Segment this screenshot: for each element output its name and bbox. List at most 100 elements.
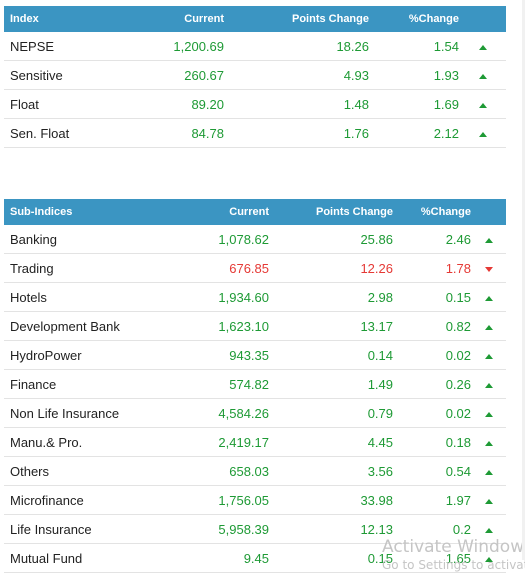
pct-change-value: 2.46 bbox=[393, 225, 471, 254]
current-value: 1,200.69 bbox=[124, 32, 224, 61]
table-row: Others 658.03 3.56 0.54 bbox=[4, 456, 506, 486]
trend-cell bbox=[459, 118, 506, 148]
current-value: 89.20 bbox=[124, 89, 224, 119]
index-table: Index Current Points Change %Change NEPS… bbox=[4, 6, 506, 148]
index-name: Trading bbox=[4, 253, 169, 283]
index-name: Float bbox=[4, 89, 124, 119]
trend-cell bbox=[471, 485, 506, 515]
pct-change-value: 1.69 bbox=[369, 89, 459, 119]
arrow-up-icon bbox=[484, 469, 493, 475]
trend-cell bbox=[459, 89, 506, 119]
index-name: Life Insurance bbox=[4, 514, 169, 544]
table-row: Float 89.20 1.48 1.69 bbox=[4, 89, 506, 119]
pct-change-value: 0.82 bbox=[393, 311, 471, 341]
table-row: Manu.& Pro. 2,419.17 4.45 0.18 bbox=[4, 427, 506, 457]
pct-change-value: 0.02 bbox=[393, 340, 471, 370]
current-value: 9.45 bbox=[169, 543, 269, 573]
current-value: 676.85 bbox=[169, 253, 269, 283]
sub-indices-table-body: Banking 1,078.62 25.86 2.46 Trading 676.85 12.… bbox=[4, 225, 506, 573]
trend-cell bbox=[459, 60, 506, 90]
index-name: Manu.& Pro. bbox=[4, 427, 169, 457]
arrow-up-icon bbox=[484, 498, 493, 504]
index-name: Sensitive bbox=[4, 60, 124, 90]
points-change-value: 1.48 bbox=[224, 89, 369, 119]
arrow-up-icon bbox=[484, 237, 493, 243]
points-change-value: 1.76 bbox=[224, 118, 369, 148]
arrow-up-icon bbox=[478, 44, 487, 50]
points-change-value: 2.98 bbox=[269, 282, 393, 312]
pct-change-value: 1.78 bbox=[393, 253, 471, 283]
index-name: Hotels bbox=[4, 282, 169, 312]
arrow-up-icon bbox=[484, 411, 493, 417]
index-name: Development Bank bbox=[4, 311, 169, 341]
points-change-value: 4.45 bbox=[269, 427, 393, 457]
points-change-value: 0.15 bbox=[269, 543, 393, 573]
pct-change-value: 0.54 bbox=[393, 456, 471, 486]
arrow-up-icon bbox=[484, 382, 493, 388]
header-arrow-spacer bbox=[471, 199, 506, 225]
trend-cell bbox=[471, 543, 506, 573]
header-points-change: Points Change bbox=[224, 6, 369, 32]
points-change-value: 12.26 bbox=[269, 253, 393, 283]
current-value: 1,934.60 bbox=[169, 282, 269, 312]
table-row: Development Bank 1,623.10 13.17 0.82 bbox=[4, 311, 506, 341]
arrow-up-icon bbox=[484, 295, 493, 301]
pct-change-value: 0.26 bbox=[393, 369, 471, 399]
arrow-up-icon bbox=[478, 102, 487, 108]
table-row: Sensitive 260.67 4.93 1.93 bbox=[4, 60, 506, 90]
header-current: Current bbox=[169, 199, 269, 225]
sub-indices-table: Sub-Indices Current Points Change %Chang… bbox=[4, 199, 506, 573]
points-change-value: 25.86 bbox=[269, 225, 393, 254]
index-name: Sen. Float bbox=[4, 118, 124, 148]
points-change-value: 18.26 bbox=[224, 32, 369, 61]
arrow-up-icon bbox=[484, 440, 493, 446]
table-row: Life Insurance 5,958.39 12.13 0.2 bbox=[4, 514, 506, 544]
trend-cell bbox=[459, 32, 506, 61]
current-value: 260.67 bbox=[124, 60, 224, 90]
points-change-value: 1.49 bbox=[269, 369, 393, 399]
header-points-change: Points Change bbox=[269, 199, 393, 225]
current-value: 1,623.10 bbox=[169, 311, 269, 341]
current-value: 5,958.39 bbox=[169, 514, 269, 544]
trend-cell bbox=[471, 369, 506, 399]
pct-change-value: 0.2 bbox=[393, 514, 471, 544]
table-row: HydroPower 943.35 0.14 0.02 bbox=[4, 340, 506, 370]
current-value: 84.78 bbox=[124, 118, 224, 148]
points-change-value: 12.13 bbox=[269, 514, 393, 544]
index-name: Non Life Insurance bbox=[4, 398, 169, 428]
pct-change-value: 1.65 bbox=[393, 543, 471, 573]
index-name: Microfinance bbox=[4, 485, 169, 515]
trend-cell bbox=[471, 282, 506, 312]
table-row: Banking 1,078.62 25.86 2.46 bbox=[4, 225, 506, 254]
table-row: NEPSE 1,200.69 18.26 1.54 bbox=[4, 32, 506, 61]
index-name: NEPSE bbox=[4, 32, 124, 61]
current-value: 574.82 bbox=[169, 369, 269, 399]
table-row: Mutual Fund 9.45 0.15 1.65 bbox=[4, 543, 506, 573]
points-change-value: 13.17 bbox=[269, 311, 393, 341]
index-table-body: NEPSE 1,200.69 18.26 1.54 Sensitive 260.67 4.9… bbox=[4, 32, 506, 148]
header-index: Index bbox=[4, 6, 124, 32]
trend-cell bbox=[471, 340, 506, 370]
scrollbar[interactable] bbox=[522, 0, 525, 560]
sub-indices-header-row: Sub-Indices Current Points Change %Chang… bbox=[4, 199, 506, 225]
trend-cell bbox=[471, 225, 506, 254]
header-pct-change: %Change bbox=[393, 199, 471, 225]
points-change-value: 33.98 bbox=[269, 485, 393, 515]
header-arrow-spacer bbox=[459, 6, 506, 32]
arrow-down-icon bbox=[484, 266, 493, 272]
trend-cell bbox=[471, 398, 506, 428]
arrow-up-icon bbox=[484, 527, 493, 533]
index-name: Others bbox=[4, 456, 169, 486]
index-table-header-row: Index Current Points Change %Change bbox=[4, 6, 506, 32]
pct-change-value: 1.93 bbox=[369, 60, 459, 90]
header-current: Current bbox=[124, 6, 224, 32]
table-row: Sen. Float 84.78 1.76 2.12 bbox=[4, 118, 506, 148]
current-value: 658.03 bbox=[169, 456, 269, 486]
current-value: 2,419.17 bbox=[169, 427, 269, 457]
pct-change-value: 1.97 bbox=[393, 485, 471, 515]
pct-change-value: 0.18 bbox=[393, 427, 471, 457]
trend-cell bbox=[471, 427, 506, 457]
current-value: 4,584.26 bbox=[169, 398, 269, 428]
header-sub-indices: Sub-Indices bbox=[4, 199, 169, 225]
